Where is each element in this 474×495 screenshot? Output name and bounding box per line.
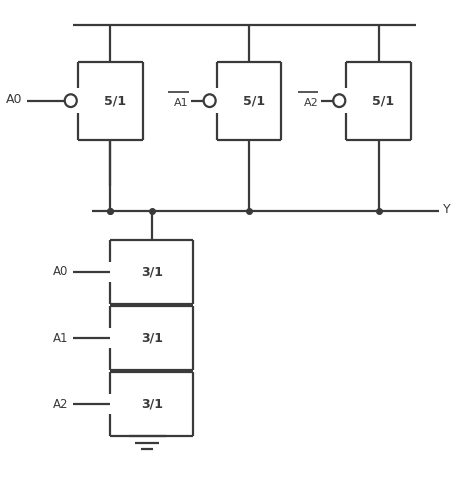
Text: 3/1: 3/1 xyxy=(141,332,163,345)
Text: 5/1: 5/1 xyxy=(372,94,394,107)
Text: A1: A1 xyxy=(174,98,189,108)
Text: A0: A0 xyxy=(53,265,68,279)
Text: A1: A1 xyxy=(53,332,68,345)
Text: 3/1: 3/1 xyxy=(141,397,163,411)
Text: A2: A2 xyxy=(53,397,68,411)
Text: A2: A2 xyxy=(304,98,319,108)
Text: A0: A0 xyxy=(6,93,22,106)
Text: 5/1: 5/1 xyxy=(104,94,126,107)
Circle shape xyxy=(333,95,345,107)
Circle shape xyxy=(204,95,216,107)
Text: 3/1: 3/1 xyxy=(141,265,163,279)
Text: Y: Y xyxy=(444,203,451,216)
Circle shape xyxy=(65,95,77,107)
Text: 5/1: 5/1 xyxy=(243,94,264,107)
